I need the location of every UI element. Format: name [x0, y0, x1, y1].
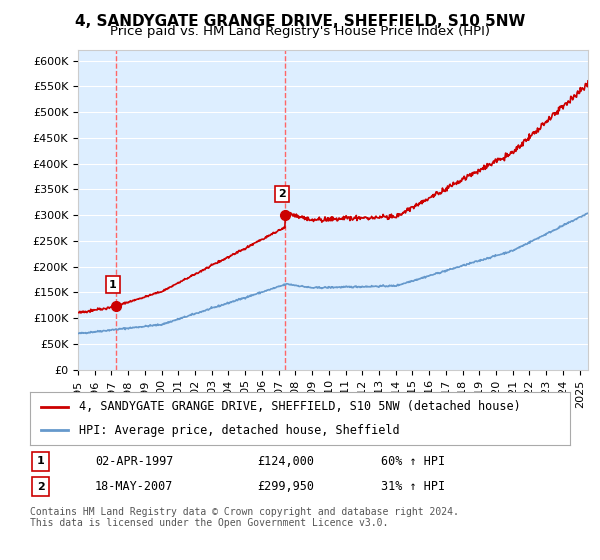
Text: 2: 2 [278, 189, 286, 199]
Text: 4, SANDYGATE GRANGE DRIVE, SHEFFIELD, S10 5NW (detached house): 4, SANDYGATE GRANGE DRIVE, SHEFFIELD, S1… [79, 400, 520, 413]
Text: 4, SANDYGATE GRANGE DRIVE, SHEFFIELD, S10 5NW: 4, SANDYGATE GRANGE DRIVE, SHEFFIELD, S1… [75, 14, 525, 29]
Text: 02-APR-1997: 02-APR-1997 [95, 455, 173, 468]
Text: HPI: Average price, detached house, Sheffield: HPI: Average price, detached house, Shef… [79, 424, 399, 437]
Text: Price paid vs. HM Land Registry's House Price Index (HPI): Price paid vs. HM Land Registry's House … [110, 25, 490, 38]
Text: 1: 1 [37, 456, 44, 466]
Text: Contains HM Land Registry data © Crown copyright and database right 2024.
This d: Contains HM Land Registry data © Crown c… [30, 507, 459, 529]
Text: 1: 1 [109, 280, 116, 290]
Text: 2: 2 [37, 482, 44, 492]
Text: 18-MAY-2007: 18-MAY-2007 [95, 480, 173, 493]
Text: 60% ↑ HPI: 60% ↑ HPI [381, 455, 445, 468]
Text: 31% ↑ HPI: 31% ↑ HPI [381, 480, 445, 493]
Text: £299,950: £299,950 [257, 480, 314, 493]
Text: £124,000: £124,000 [257, 455, 314, 468]
